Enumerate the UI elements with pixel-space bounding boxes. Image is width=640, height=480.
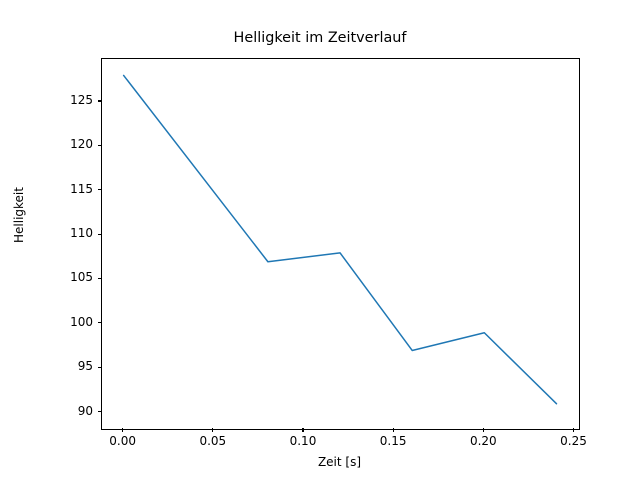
x-tick-label: 0.15 — [379, 434, 407, 448]
y-tick-label: 120 — [70, 137, 93, 152]
x-tick-mark — [212, 428, 214, 432]
x-tick-mark — [392, 428, 394, 432]
y-tick-mark — [97, 144, 101, 146]
y-tick-label: 100 — [70, 314, 93, 329]
y-tick-label: 90 — [77, 403, 93, 418]
y-axis-label: Helligkeit — [12, 187, 26, 243]
x-tick-mark — [482, 428, 484, 432]
y-tick-mark — [97, 322, 101, 324]
y-tick-mark — [97, 411, 101, 413]
y-tick-label: 125 — [70, 93, 93, 108]
y-tick-label: 95 — [77, 359, 93, 374]
y-tick-mark — [97, 277, 101, 280]
x-tick-label: 0.00 — [109, 434, 136, 448]
y-tick-label: 110 — [70, 226, 93, 241]
y-tick-mark — [97, 100, 101, 102]
x-tick-label: 0.25 — [560, 434, 587, 448]
x-tick-mark — [302, 428, 304, 432]
data-line-svg — [122, 74, 558, 405]
x-tick-label: 0.05 — [199, 434, 227, 448]
y-tick-label: 115 — [70, 181, 93, 196]
y-tick-mark — [97, 189, 101, 191]
x-axis-label: Zeit [s] — [317, 455, 362, 469]
y-tick-mark — [97, 233, 101, 235]
plot-area — [101, 58, 580, 430]
x-tick-mark — [122, 428, 124, 432]
chart-title: Helligkeit im Zeitverlauf — [233, 30, 407, 46]
x-tick-label: 0.10 — [289, 434, 317, 448]
x-tick-mark — [572, 428, 575, 432]
y-tick-mark — [97, 366, 101, 368]
x-tick-label: 0.20 — [469, 434, 497, 448]
y-tick-label: 105 — [70, 270, 93, 285]
data-series-line — [122, 74, 558, 405]
